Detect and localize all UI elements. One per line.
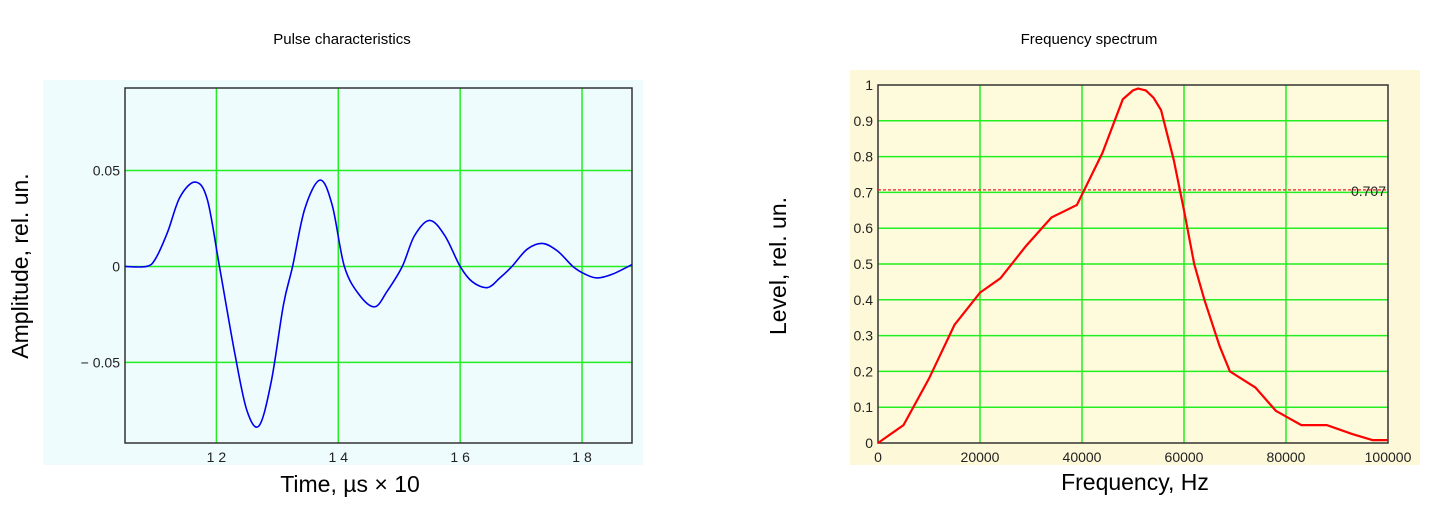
y-tick-label: 0.6 (854, 220, 874, 236)
x-axis-label: Frequency, Hz (1061, 469, 1209, 495)
y-tick-label: 0.05 (93, 163, 120, 179)
plot-frame (124, 87, 633, 444)
y-tick-label: 0.8 (854, 149, 874, 165)
y-tick-label: 0.3 (854, 328, 874, 344)
x-tick-label: 40000 (1063, 449, 1102, 465)
chart-title: Frequency spectrum (1021, 31, 1158, 48)
y-tick-label: 0 (112, 258, 120, 274)
y-tick-label: 0.7 (854, 184, 874, 200)
reference-line-label: 0.707 (1351, 183, 1386, 199)
x-tick-label: 100000 (1365, 449, 1412, 465)
plot-frame (877, 84, 1389, 444)
pulse-chart: Pulse characteristics 1 2 1 4 1 6 1 8 0.05 0 − … (7, 31, 633, 497)
x-tick-label: 20000 (961, 449, 1000, 465)
x-tick-label: 60000 (1165, 449, 1204, 465)
y-tick-label: 0.9 (854, 113, 874, 129)
x-tick-label: 1 2 (207, 449, 227, 465)
y-tick-label: 0.1 (854, 399, 874, 415)
data-line (124, 179, 633, 428)
y-tick-label: 0.2 (854, 363, 874, 379)
chart-title: Pulse characteristics (273, 31, 411, 48)
y-tick-label: − 0.05 (81, 354, 121, 370)
y-tick-label: 0.4 (854, 292, 874, 308)
y-axis-label: Amplitude, rel. un. (7, 173, 33, 358)
pulse-chart-background (43, 80, 643, 465)
y-tick-label: 1 (865, 77, 873, 93)
spectrum-chart: Frequency spectrum 0 20000 40000 60000 80000 1… (765, 31, 1412, 495)
y-tick-label: 0 (865, 435, 873, 451)
y-axis-label: Level, rel. un. (765, 197, 791, 335)
x-tick-label: 80000 (1267, 449, 1306, 465)
x-tick-label: 0 (874, 449, 882, 465)
x-tick-label: 1 4 (329, 449, 349, 465)
y-tick-label: 0.5 (854, 256, 874, 272)
x-axis-label: Time, µs × 10 (280, 471, 420, 497)
x-tick-label: 1 6 (450, 449, 470, 465)
x-tick-label: 1 8 (572, 449, 592, 465)
